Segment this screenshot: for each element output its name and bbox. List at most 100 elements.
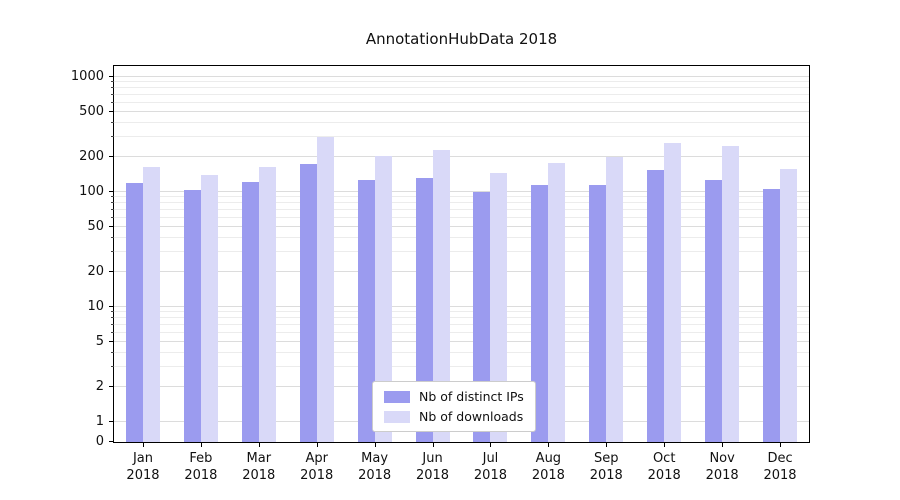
- x-label-year: 2018: [415, 468, 450, 483]
- y-minor-tick-mark: [111, 81, 114, 83]
- x-tick-label: Feb 2018: [171, 450, 231, 484]
- y-tick-label: 2: [95, 379, 104, 395]
- bar-downloads-feb: [200, 174, 218, 442]
- x-tick-label: Dec 2018: [750, 450, 810, 484]
- y-minor-tick-mark: [111, 93, 114, 95]
- gridline-minor: [114, 323, 809, 325]
- y-minor-tick-mark: [111, 202, 114, 204]
- bar-downloads-apr: [316, 137, 334, 442]
- y-minor-tick-mark: [111, 311, 114, 313]
- x-tick-label: Oct 2018: [634, 450, 694, 484]
- gridline-minor: [114, 101, 809, 103]
- bar-distinct-ips-mar: [241, 182, 259, 442]
- x-tick-mark: [258, 442, 260, 447]
- y-minor-tick-mark: [111, 136, 114, 138]
- x-label-year: 2018: [242, 468, 276, 483]
- gridline-major: [114, 271, 809, 273]
- x-tick-label: Jul 2018: [460, 450, 520, 484]
- plot-area: Nb of distinct IPs Nb of downloads 0 1 2 5 1…: [71, 65, 810, 483]
- gridline-minor: [114, 136, 809, 138]
- gridline-minor: [114, 196, 809, 198]
- y-tick-mark: [109, 340, 114, 342]
- gridline-minor: [114, 81, 809, 83]
- bar-distinct-ips-oct: [647, 170, 665, 442]
- x-tick-mark: [200, 442, 202, 447]
- x-tick-label: Nov 2018: [692, 450, 752, 484]
- y-minor-tick-mark: [111, 366, 114, 368]
- gridline-minor: [114, 351, 809, 353]
- bar-distinct-ips-nov: [705, 179, 723, 442]
- y-tick-label: 20: [87, 264, 104, 280]
- gridline-minor: [114, 236, 809, 238]
- x-tick-mark: [432, 442, 434, 447]
- x-tick-mark: [490, 442, 492, 447]
- gridline-major: [114, 306, 809, 307]
- bar-distinct-ips-dec: [763, 189, 781, 442]
- bar-downloads-jan: [142, 167, 160, 442]
- gridline-major: [114, 191, 809, 192]
- x-label-year: 2018: [300, 468, 334, 483]
- bar-downloads-mar: [258, 167, 276, 442]
- y-tick-label: 50: [87, 218, 104, 234]
- x-label-year: 2018: [763, 468, 797, 483]
- chart-title: AnnotationHubData 2018: [365, 30, 558, 48]
- gridline-minor: [114, 317, 809, 319]
- y-minor-tick-mark: [111, 323, 114, 325]
- y-minor-tick-mark: [111, 216, 114, 218]
- x-label-year: 2018: [589, 468, 623, 483]
- legend-label-downloads: Nb of downloads: [419, 409, 524, 424]
- x-label-month: Aug: [535, 451, 562, 466]
- x-tick-mark: [374, 442, 376, 447]
- x-tick-mark: [142, 442, 144, 447]
- y-tick-mark: [109, 271, 114, 273]
- y-tick-mark: [109, 386, 114, 388]
- gridline-minor: [114, 93, 809, 95]
- x-tick-label: Jun 2018: [403, 450, 463, 484]
- legend-swatch-downloads: [384, 410, 410, 423]
- x-label-month: Feb: [189, 451, 213, 466]
- x-tick-label: Apr 2018: [287, 450, 347, 484]
- bar-distinct-ips-aug: [531, 185, 549, 442]
- y-minor-tick-mark: [111, 121, 114, 123]
- y-tick-label: 200: [79, 149, 104, 165]
- x-tick-mark: [316, 442, 318, 447]
- gridline-major: [114, 340, 809, 342]
- x-tick-label: Jan 2018: [113, 450, 173, 484]
- x-label-month: Mar: [246, 451, 272, 466]
- y-tick-mark: [109, 110, 114, 112]
- bar-downloads-jul: [490, 173, 508, 442]
- y-tick-mark: [109, 191, 114, 192]
- y-tick-label: 10: [87, 299, 104, 314]
- x-tick-mark: [722, 442, 724, 447]
- gridline-minor: [114, 216, 809, 218]
- bar-distinct-ips-jun: [415, 177, 433, 442]
- x-label-year: 2018: [647, 468, 681, 483]
- y-tick-mark: [109, 76, 114, 77]
- y-tick-label: 5: [95, 333, 104, 349]
- legend-label-distinct-ips: Nb of distinct IPs: [419, 389, 524, 404]
- gridline-minor: [114, 366, 809, 368]
- bar-distinct-ips-may: [357, 179, 375, 442]
- gridline-major: [114, 225, 809, 227]
- bar-downloads-sep: [606, 157, 624, 442]
- y-minor-tick-mark: [111, 196, 114, 198]
- bar-downloads-nov: [722, 146, 740, 442]
- y-minor-tick-mark: [111, 251, 114, 253]
- bar-distinct-ips-jan: [125, 182, 143, 442]
- x-label-year: 2018: [473, 468, 507, 483]
- x-label-month: Sep: [594, 451, 619, 466]
- x-label-month: Jul: [482, 451, 499, 466]
- bar-downloads-may: [374, 156, 392, 442]
- y-tick-label: 500: [79, 103, 104, 119]
- x-label-year: 2018: [705, 468, 739, 483]
- y-minor-tick-mark: [111, 351, 114, 353]
- gridline-minor: [114, 87, 809, 89]
- x-label-month: Nov: [709, 451, 735, 466]
- y-tick-label: 0: [95, 434, 104, 449]
- x-label-year: 2018: [531, 468, 565, 483]
- x-label-month: May: [361, 451, 389, 466]
- y-minor-tick-mark: [111, 236, 114, 238]
- x-tick-label: Aug 2018: [518, 450, 578, 484]
- bar-downloads-oct: [664, 143, 682, 442]
